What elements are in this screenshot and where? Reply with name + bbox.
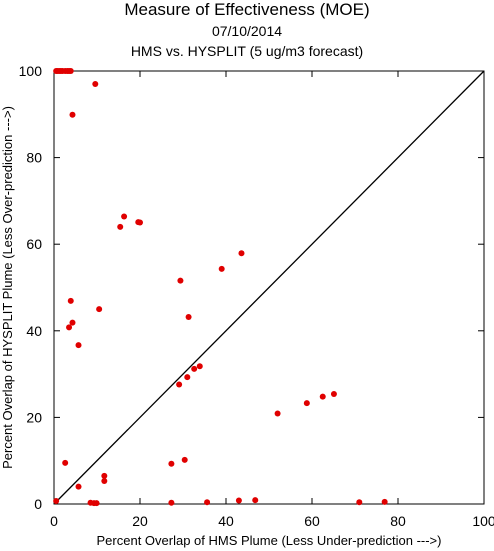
x-tick-label: 40 xyxy=(218,513,234,529)
data-point xyxy=(185,313,192,320)
data-point xyxy=(168,460,175,467)
data-point xyxy=(238,250,245,257)
data-point xyxy=(62,459,69,466)
data-point xyxy=(381,498,388,505)
data-point xyxy=(330,391,337,398)
data-point xyxy=(319,393,326,400)
data-point xyxy=(356,499,363,506)
data-point xyxy=(93,500,100,507)
y-tick-label: 100 xyxy=(19,63,43,79)
data-point xyxy=(117,223,124,230)
x-tick-label: 0 xyxy=(50,513,58,529)
data-point xyxy=(101,478,108,485)
data-point xyxy=(235,497,242,504)
data-point xyxy=(92,80,99,87)
data-point xyxy=(121,213,128,220)
data-point xyxy=(176,381,183,388)
data-point xyxy=(303,400,310,407)
data-point xyxy=(67,297,74,304)
chart-subtitle: HMS vs. HYSPLIT (5 ug/m3 forecast) xyxy=(130,43,364,59)
data-point xyxy=(96,306,103,313)
data-point xyxy=(101,472,108,479)
data-point xyxy=(67,68,74,74)
data-point xyxy=(75,483,82,490)
diagonal-line xyxy=(53,70,485,505)
data-point xyxy=(69,319,76,326)
data-point xyxy=(137,219,143,226)
x-tick-label: 100 xyxy=(472,513,494,529)
data-point xyxy=(75,342,82,349)
data-point xyxy=(252,497,259,504)
y-tick-label: 80 xyxy=(26,150,42,166)
data-point xyxy=(274,410,281,417)
x-tick-label: 20 xyxy=(132,513,148,529)
data-point xyxy=(196,363,203,370)
data-point xyxy=(204,499,211,506)
y-tick-label: 60 xyxy=(26,236,42,252)
plot-frame xyxy=(53,70,485,505)
y-tick-label: 0 xyxy=(34,496,42,512)
y-tick-label: 40 xyxy=(26,323,42,339)
data-point xyxy=(53,497,60,504)
data-point xyxy=(184,374,191,381)
data-point xyxy=(218,265,225,272)
data-point xyxy=(168,499,175,506)
chart-title: Measure of Effectiveness (MOE) xyxy=(124,0,370,19)
data-point xyxy=(69,111,76,118)
data-point xyxy=(177,277,184,284)
x-tick-label: 60 xyxy=(304,513,320,529)
y-axis-label: Percent Overlap of HYSPLIT Plume (Less O… xyxy=(0,106,15,469)
data-point xyxy=(66,324,73,331)
chart-date: 07/10/2014 xyxy=(211,23,283,39)
data-point xyxy=(181,456,188,463)
x-axis-label: Percent Overlap of HMS Plume (Less Under… xyxy=(97,533,442,548)
x-tick-label: 80 xyxy=(390,513,406,529)
data-point xyxy=(191,365,198,372)
y-tick-label: 20 xyxy=(26,409,42,425)
